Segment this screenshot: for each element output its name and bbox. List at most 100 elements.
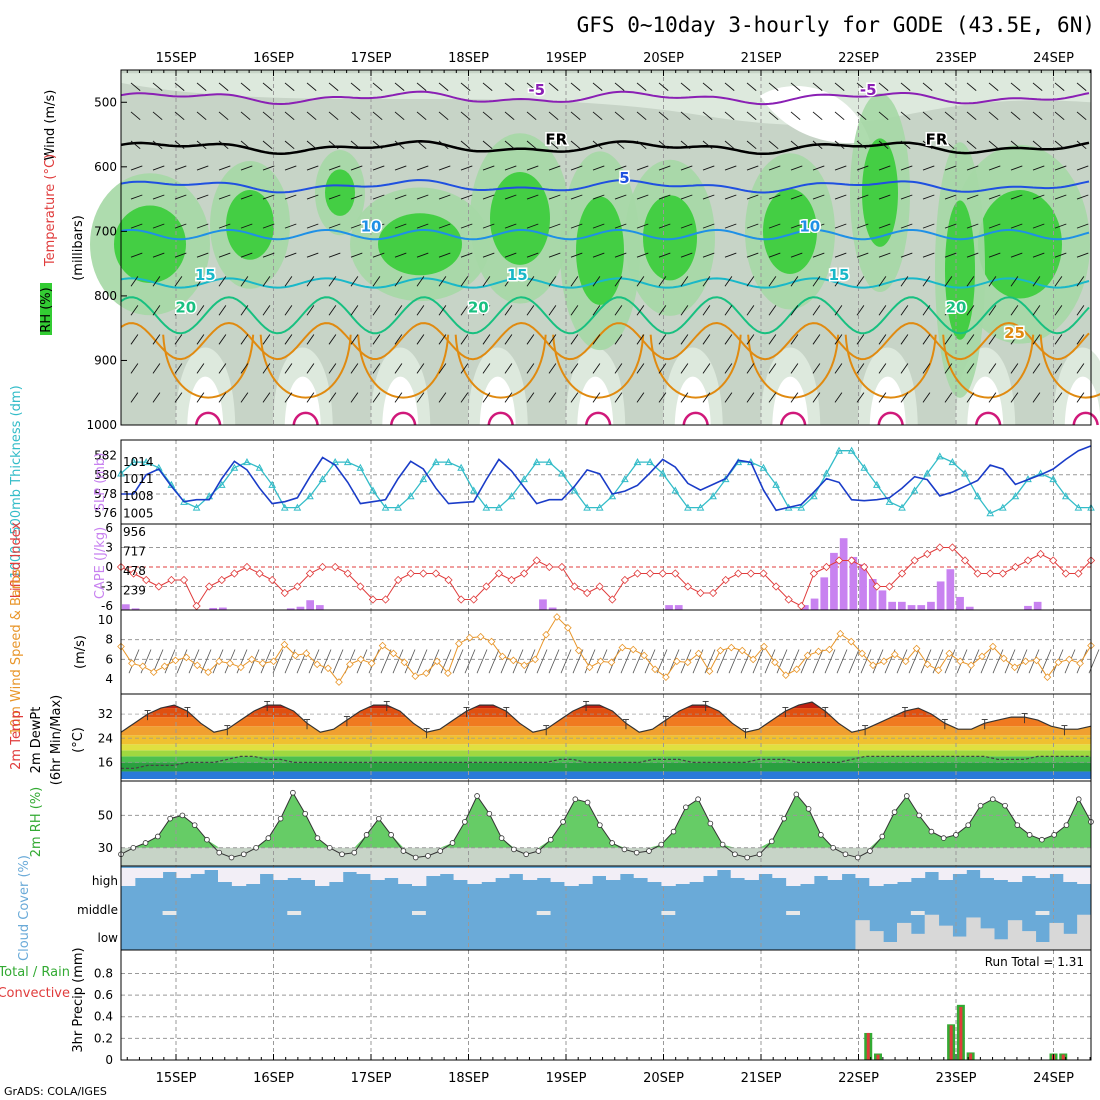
wind-barb bbox=[1010, 276, 1019, 287]
temp-contour-30 bbox=[1039, 334, 1100, 399]
rh-wet-core bbox=[576, 196, 624, 305]
rh2m-marker bbox=[633, 849, 640, 856]
rh2m-tick-label: 30 bbox=[98, 841, 113, 855]
wind10-barb bbox=[512, 649, 524, 674]
wind-barb bbox=[196, 305, 205, 316]
wind-barb bbox=[878, 82, 889, 91]
wind10-tick-label: 4 bbox=[105, 672, 113, 686]
wind-barb bbox=[1054, 252, 1067, 258]
date-label-bottom: 18SEP bbox=[448, 1071, 489, 1086]
slp-marker bbox=[507, 492, 516, 500]
slp-tick-label: 1014 bbox=[123, 455, 154, 469]
wind10-marker bbox=[891, 650, 899, 659]
wind10-marker bbox=[378, 641, 387, 650]
dewpt2m-axis-label: 2m DewPt bbox=[29, 707, 44, 774]
wind-barb bbox=[328, 140, 339, 150]
wind-barb bbox=[790, 194, 803, 200]
wind10-marker bbox=[967, 661, 975, 670]
wind10-marker bbox=[335, 678, 343, 686]
wind-barb bbox=[130, 305, 139, 316]
wind-barb bbox=[834, 82, 845, 91]
slp-marker bbox=[847, 446, 856, 454]
wind-barb bbox=[614, 276, 623, 287]
wind-barb bbox=[636, 252, 649, 258]
rh-wet-core bbox=[378, 213, 462, 276]
wind-barb bbox=[482, 111, 493, 121]
wind10-barb bbox=[932, 649, 944, 674]
wind-barb bbox=[240, 194, 253, 200]
wind-barb bbox=[372, 363, 381, 374]
wind-barb bbox=[152, 392, 161, 403]
cloud-high-clear bbox=[1035, 868, 1050, 878]
wind-barb bbox=[1076, 334, 1085, 345]
cape-bar bbox=[927, 601, 935, 610]
wind-barb bbox=[372, 392, 381, 403]
wind-barb bbox=[1032, 82, 1043, 91]
wind-barb bbox=[900, 165, 913, 171]
wind-barb bbox=[174, 305, 183, 316]
wind-barb bbox=[834, 194, 847, 200]
wind-barb bbox=[900, 363, 909, 374]
wind10-marker bbox=[215, 657, 223, 666]
wind-barb bbox=[1054, 194, 1067, 200]
cloud-high-clear bbox=[1063, 868, 1078, 882]
cloud-high-clear bbox=[176, 868, 191, 878]
rh-wet-core bbox=[945, 200, 975, 340]
wind10-marker bbox=[912, 644, 921, 653]
wind-barb bbox=[680, 223, 693, 229]
wind-barb bbox=[240, 82, 251, 91]
wind-barb bbox=[482, 223, 495, 229]
wind-barb bbox=[746, 223, 759, 229]
wind-barb bbox=[680, 194, 693, 200]
cloud-high-clear bbox=[509, 868, 524, 874]
temp2m-tick-label: 24 bbox=[98, 731, 113, 745]
wind-barb bbox=[1076, 223, 1089, 229]
wind-barb bbox=[284, 82, 295, 91]
wind10-marker bbox=[1010, 663, 1019, 672]
temp-contour-10 bbox=[120, 228, 1090, 241]
wind-barb bbox=[240, 140, 251, 150]
wind-barb bbox=[394, 111, 405, 121]
temp-contour-35 bbox=[487, 411, 514, 426]
wind10-marker bbox=[727, 643, 736, 652]
wind-barb bbox=[152, 334, 161, 345]
rh2m-marker bbox=[879, 833, 886, 840]
wind-barb bbox=[790, 223, 803, 229]
wind-barb bbox=[196, 165, 209, 171]
rh-dry-core bbox=[869, 376, 906, 425]
wind-barb bbox=[262, 252, 275, 258]
wind10-marker bbox=[1054, 658, 1063, 667]
cloud-high-clear bbox=[897, 868, 912, 882]
cloud-high-clear bbox=[578, 868, 593, 884]
cloud-high-clear bbox=[994, 868, 1009, 880]
rh2m-marker bbox=[621, 846, 628, 853]
li-marker bbox=[268, 575, 277, 585]
wind-barb bbox=[570, 165, 583, 171]
wind-barb bbox=[658, 334, 667, 345]
wind-barb bbox=[284, 165, 297, 171]
rh2m-marker bbox=[953, 832, 959, 838]
temp-band bbox=[121, 744, 1091, 751]
rh2m-marker bbox=[854, 854, 861, 861]
dewpt2m-line bbox=[121, 755, 1091, 770]
cloud-high-clear bbox=[744, 868, 759, 880]
wind-barb bbox=[724, 165, 737, 171]
cloud-high-clear bbox=[730, 868, 746, 878]
cape-bar bbox=[868, 578, 877, 610]
rh2m-marker bbox=[339, 851, 345, 858]
wind-barb bbox=[878, 363, 887, 374]
rh2m-marker bbox=[989, 796, 996, 802]
wind-barb bbox=[878, 305, 887, 316]
wind-barb bbox=[196, 334, 205, 345]
wind10-barb bbox=[824, 649, 836, 674]
wind10-barb bbox=[860, 649, 872, 674]
wind-barb bbox=[438, 363, 447, 374]
wind-barb bbox=[614, 334, 623, 345]
wind-barb bbox=[812, 111, 823, 121]
wind10-marker bbox=[858, 649, 866, 658]
wind-barb bbox=[636, 305, 645, 316]
wind-barb bbox=[856, 140, 867, 150]
temp-contour-label: 15 bbox=[195, 266, 216, 284]
wind-barb bbox=[592, 194, 605, 200]
wind-barb bbox=[152, 194, 165, 200]
